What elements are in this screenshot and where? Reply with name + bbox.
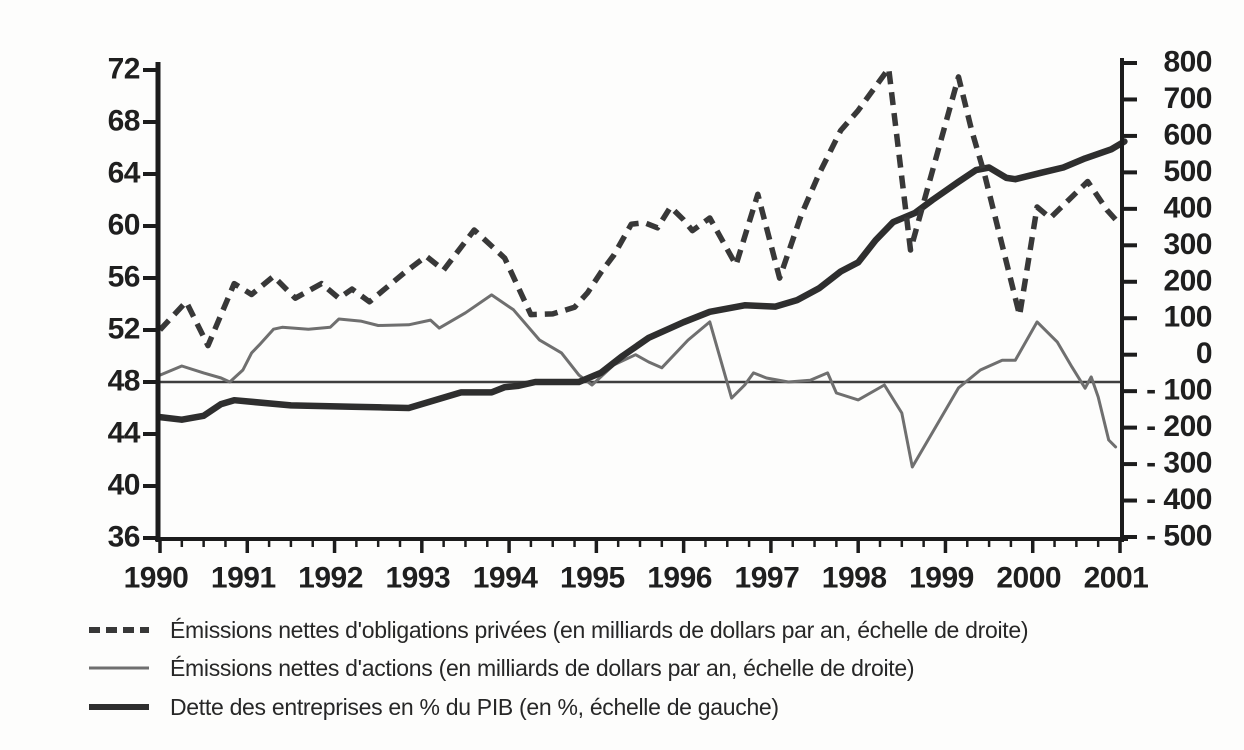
y-right-tick-label--300: - 300 [1146,447,1212,480]
y-right-tick-label-100: 100 [1163,301,1212,334]
y-left-tick-label-68: 68 [108,105,140,138]
y-right-tick-label-800: 800 [1163,46,1212,79]
y-left-tick-label-44: 44 [108,417,141,450]
x-tick-label-1997: 1997 [735,562,800,595]
y-left-tick-label-48: 48 [108,365,140,398]
legend-label-obligations: Émissions nettes d'obligations privées (… [170,616,1029,643]
y-right-tick-label--500: - 500 [1146,520,1212,553]
y-left-tick-label-72: 72 [108,53,140,86]
series-line-actions [158,293,1118,469]
y-left-tick-label-40: 40 [108,469,140,502]
x-tick-label-2000: 2000 [996,562,1061,595]
x-tick-label-1999: 1999 [909,562,974,595]
x-tick-label-1992: 1992 [298,562,363,595]
legend-swatch-thin-line [89,666,149,670]
x-tick-label-1995: 1995 [560,562,625,595]
y-right-tick-label-200: 200 [1163,264,1212,297]
legend-item-actions: Émissions nettes d'actions (en milliards… [88,652,915,684]
y-left-tick-label-60: 60 [108,209,140,242]
x-tick-label-1993: 1993 [385,562,450,595]
chart-plot-area: 7268646056524844403680070060050040030020… [108,46,1213,595]
legend-item-dette: Dette des entreprises en % du PIB (en %,… [88,691,779,723]
y-right-tick-label-500: 500 [1163,155,1212,188]
y-right-tick-label-0: 0 [1196,337,1212,370]
y-right-tick-label-600: 600 [1163,118,1212,151]
series-line-obligations [157,65,1123,349]
legend-item-obligations: Émissions nettes d'obligations privées (… [88,614,1029,646]
y-left-tick-label-64: 64 [108,157,141,190]
x-tick-label-1991: 1991 [211,562,276,595]
y-right-tick-label-400: 400 [1163,191,1212,224]
legend-label-actions: Émissions nettes d'actions (en milliards… [170,654,915,681]
y-right-tick-label--100: - 100 [1146,374,1212,407]
x-tick-label-1994: 1994 [473,562,539,595]
legend-swatch-thick-line [89,704,149,710]
y-left-tick-label-52: 52 [108,313,140,346]
x-tick-label-1996: 1996 [647,562,712,595]
y-right-tick-label-300: 300 [1163,228,1212,261]
legend-swatch-dashed-line [89,627,149,633]
series-line-dette [156,138,1128,423]
y-left-tick-label-36: 36 [108,521,140,554]
y-left-tick-label-56: 56 [108,261,140,294]
y-right-tick-label--200: - 200 [1146,410,1212,443]
legend-label-dette: Dette des entreprises en % du PIB (en %,… [170,693,779,720]
x-tick-label-1990: 1990 [124,562,189,595]
x-tick-label-1998: 1998 [822,562,887,595]
y-right-tick-label-700: 700 [1163,82,1212,115]
y-right-tick-label--400: - 400 [1146,483,1212,516]
x-tick-label-2001: 2001 [1084,562,1149,595]
